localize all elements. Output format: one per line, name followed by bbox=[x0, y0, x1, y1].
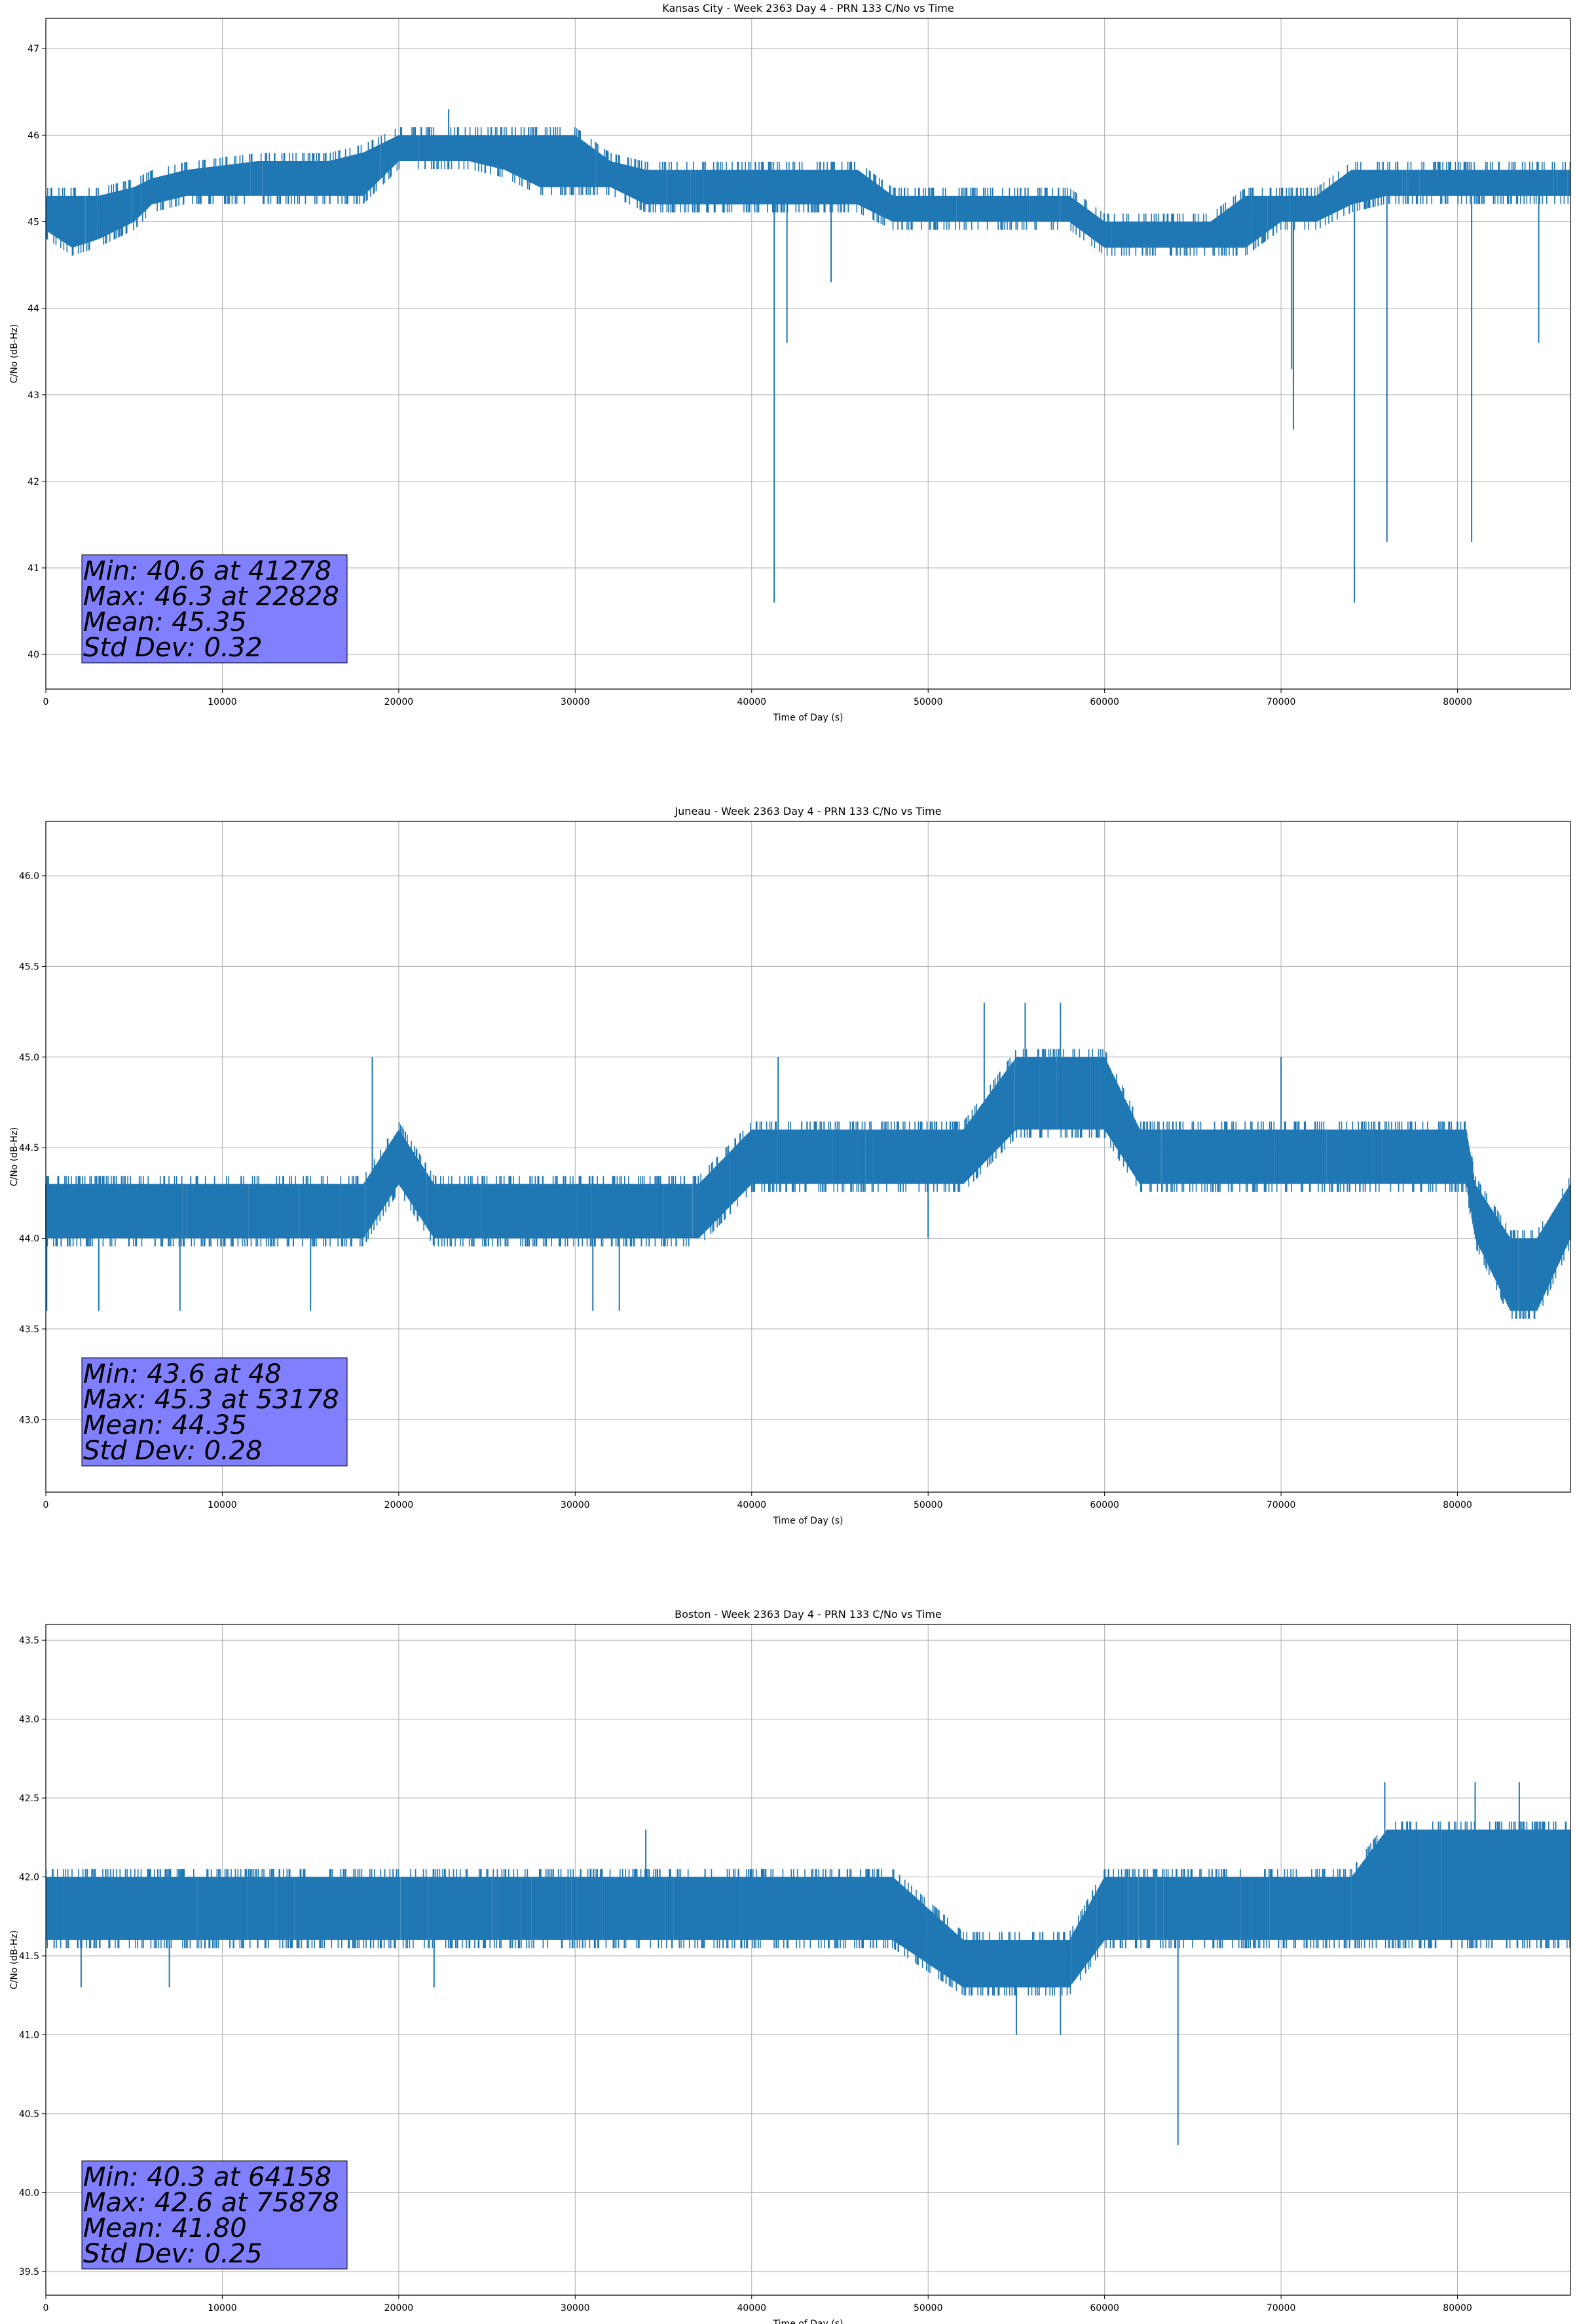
y-tick-label: 44.0 bbox=[19, 1234, 39, 1245]
plot-frame bbox=[45, 18, 1571, 690]
y-tick-label: 43.5 bbox=[19, 1636, 39, 1646]
x-tick-label: 30000 bbox=[561, 1500, 590, 1510]
stats-line: Std Dev: 0.32 bbox=[83, 633, 263, 663]
plot-frame bbox=[45, 1624, 1571, 2296]
x-tick-label: 0 bbox=[43, 2303, 49, 2314]
stats-line: Mean: 41.80 bbox=[83, 2213, 247, 2243]
stats-box bbox=[81, 1357, 348, 1467]
stats-line: Min: 40.6 at 41278 bbox=[83, 556, 331, 586]
x-tick-label: 10000 bbox=[208, 2303, 237, 2314]
x-tick-label: 50000 bbox=[914, 2303, 943, 2314]
x-tick-label: 60000 bbox=[1090, 1500, 1119, 1510]
chart-title: Juneau - Week 2363 Day 4 - PRN 133 C/No … bbox=[674, 805, 941, 817]
x-tick-label: 30000 bbox=[561, 697, 590, 707]
y-tick-label: 43 bbox=[28, 390, 39, 401]
x-tick-label: 80000 bbox=[1443, 2303, 1472, 2314]
y-axis-label: C/No (dB-Hz) bbox=[9, 1930, 20, 1989]
y-tick-label: 44.5 bbox=[19, 1143, 39, 1153]
x-tick-label: 20000 bbox=[384, 697, 414, 707]
y-tick-label: 47 bbox=[28, 44, 39, 54]
x-axis-label: Time of Day (s) bbox=[773, 2319, 844, 2324]
x-tick-label: 10000 bbox=[208, 1500, 237, 1510]
stats-line: Max: 42.6 at 75878 bbox=[83, 2188, 339, 2218]
x-tick-label: 20000 bbox=[384, 2303, 414, 2314]
y-tick-label: 46 bbox=[28, 130, 39, 141]
stats-box bbox=[81, 2160, 348, 2270]
y-tick-label: 41 bbox=[28, 563, 39, 574]
y-tick-label: 45.5 bbox=[19, 962, 39, 972]
x-tick-label: 70000 bbox=[1267, 697, 1296, 707]
x-tick-label: 40000 bbox=[737, 697, 767, 707]
x-tick-label: 80000 bbox=[1443, 697, 1472, 707]
x-tick-label: 60000 bbox=[1090, 2303, 1119, 2314]
y-tick-label: 45 bbox=[28, 217, 39, 228]
x-tick-label: 80000 bbox=[1443, 1500, 1472, 1510]
x-tick-label: 70000 bbox=[1267, 2303, 1296, 2314]
x-tick-label: 0 bbox=[43, 1500, 49, 1510]
chart-panel-1: 0 10000 20000 30000 40000 50000 60000 70000 8000… bbox=[9, 2, 1571, 723]
stats-line: Std Dev: 0.25 bbox=[83, 2239, 263, 2269]
chart-title: Boston - Week 2363 Day 4 - PRN 133 C/No … bbox=[675, 1608, 942, 1621]
y-tick-label: 43.0 bbox=[19, 1715, 39, 1725]
y-tick-label: 44 bbox=[28, 304, 39, 314]
y-tick-label: 43.5 bbox=[19, 1324, 39, 1335]
y-axis-label: C/No (dB-Hz) bbox=[9, 324, 20, 383]
stats-line: Max: 45.3 at 53178 bbox=[83, 1385, 339, 1415]
x-tick-label: 40000 bbox=[737, 2303, 767, 2314]
y-tick-label: 45.0 bbox=[19, 1053, 39, 1063]
y-tick-label: 41.0 bbox=[19, 2030, 39, 2040]
plot-frame bbox=[45, 821, 1571, 1493]
y-tick-label: 40.0 bbox=[19, 2188, 39, 2198]
y-tick-label: 39.5 bbox=[19, 2267, 39, 2277]
y-tick-label: 46.0 bbox=[19, 871, 39, 882]
chart-panel-2: 0 10000 20000 30000 40000 50000 60000 70000 8000… bbox=[9, 805, 1571, 1526]
x-tick-label: 70000 bbox=[1267, 1500, 1296, 1510]
stats-line: Min: 40.3 at 64158 bbox=[83, 2162, 331, 2192]
x-tick-label: 10000 bbox=[208, 697, 237, 707]
y-tick-label: 42.5 bbox=[19, 1793, 39, 1804]
chart-panel-3: 0 10000 20000 30000 40000 50000 60000 70000 8000… bbox=[9, 1608, 1571, 2324]
stats-line: Mean: 45.35 bbox=[83, 607, 247, 637]
y-axis-label: C/No (dB-Hz) bbox=[9, 1127, 20, 1186]
stats-box bbox=[81, 554, 348, 664]
x-tick-label: 40000 bbox=[737, 1500, 767, 1510]
x-tick-label: 0 bbox=[43, 697, 49, 707]
y-tick-label: 42.0 bbox=[19, 1873, 39, 1883]
x-tick-label: 30000 bbox=[561, 2303, 590, 2314]
stats-line: Mean: 44.35 bbox=[83, 1410, 247, 1440]
x-tick-label: 50000 bbox=[914, 697, 943, 707]
y-tick-label: 41.5 bbox=[19, 1951, 39, 1962]
x-axis-label: Time of Day (s) bbox=[773, 713, 844, 723]
chart-title: Kansas City - Week 2363 Day 4 - PRN 133 … bbox=[662, 2, 954, 14]
stats-line: Std Dev: 0.28 bbox=[83, 1436, 263, 1466]
stats-line: Max: 46.3 at 22828 bbox=[83, 582, 339, 612]
x-tick-label: 60000 bbox=[1090, 697, 1119, 707]
x-tick-label: 50000 bbox=[914, 1500, 943, 1510]
stats-line: Min: 43.6 at 48 bbox=[83, 1359, 282, 1389]
y-tick-label: 40 bbox=[28, 650, 39, 660]
x-tick-label: 20000 bbox=[384, 1500, 414, 1510]
y-tick-label: 42 bbox=[28, 477, 39, 487]
y-tick-label: 43.0 bbox=[19, 1415, 39, 1425]
x-axis-label: Time of Day (s) bbox=[773, 1516, 844, 1526]
y-tick-label: 40.5 bbox=[19, 2109, 39, 2120]
